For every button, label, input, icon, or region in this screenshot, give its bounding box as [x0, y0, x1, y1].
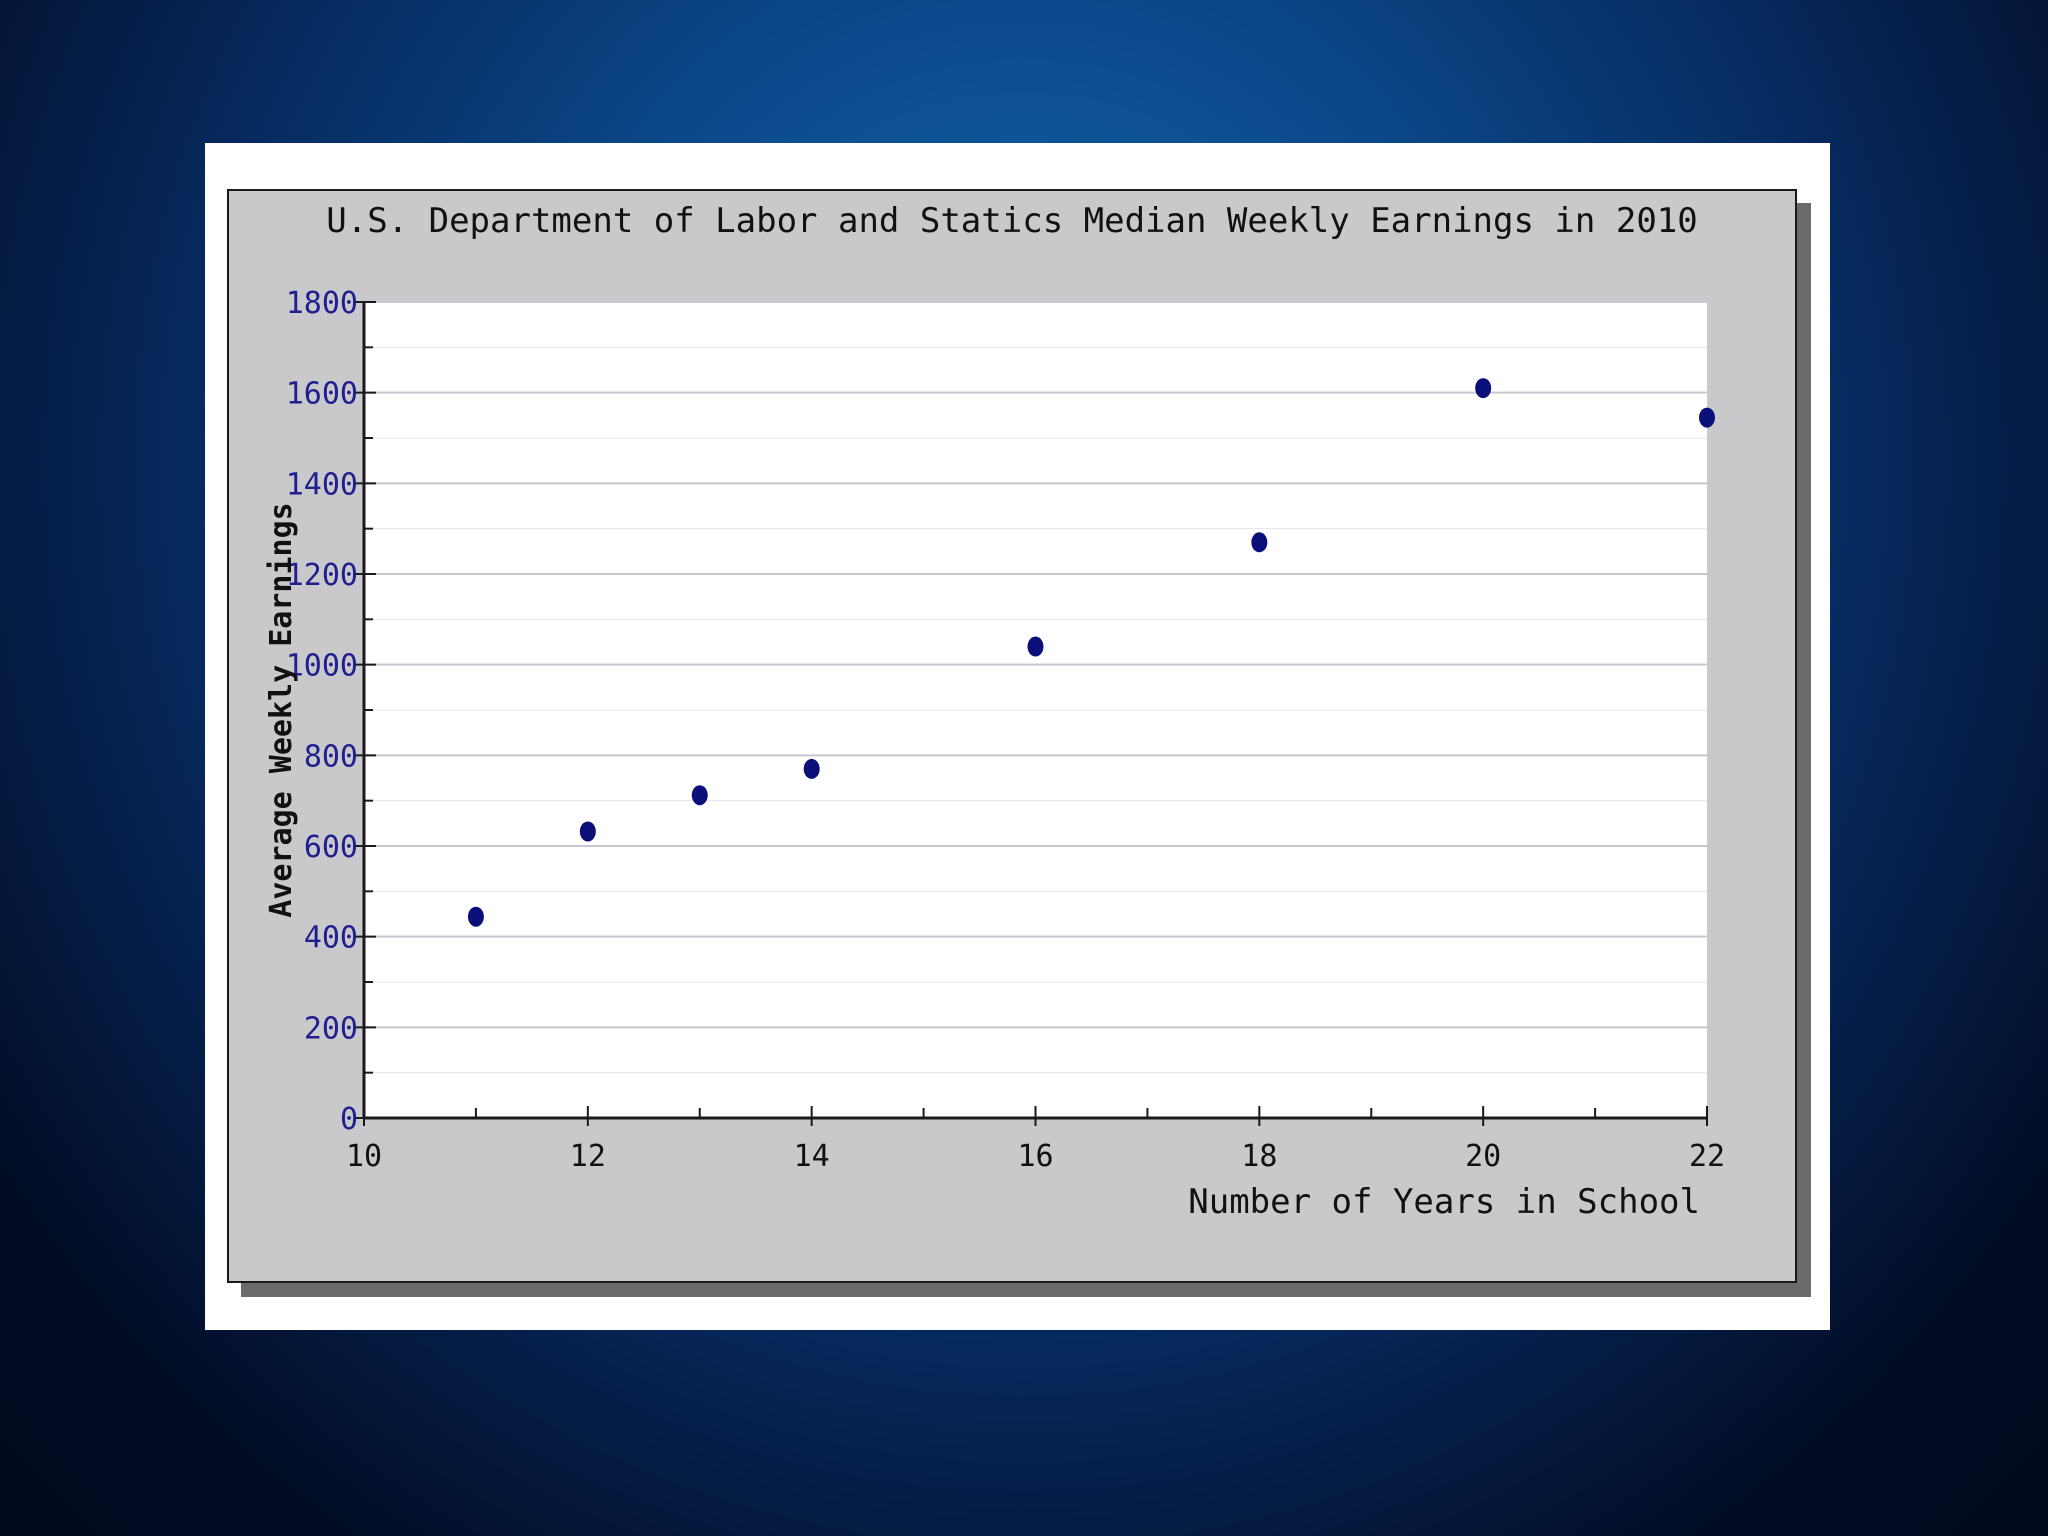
y-axis-ticks: 0 200 400 600 800 1000 1200 1400 1600 1800: [286, 286, 376, 1137]
x-tick-label: 16: [1017, 1139, 1053, 1174]
y-tick-label: 800: [304, 739, 358, 774]
y-tick-label: 1000: [286, 649, 358, 684]
data-point: [691, 785, 708, 806]
data-points: [467, 378, 1715, 927]
x-tick-label: 18: [1241, 1139, 1277, 1174]
scatter-chart: 0 200 400 600 800 1000 1200 1400 1600 1800 10 12 14…: [264, 201, 1725, 1222]
y-tick-label: 600: [304, 830, 358, 865]
y-tick-label: 1400: [286, 467, 358, 502]
data-point: [1699, 407, 1715, 428]
data-point: [1475, 378, 1492, 399]
data-point: [1251, 532, 1268, 553]
y-tick-label: 1800: [286, 286, 358, 321]
x-tick-label: 10: [346, 1139, 382, 1174]
y-tick-label: 400: [304, 921, 358, 956]
data-point: [467, 906, 484, 927]
x-axis-ticks: 10 12 14 16 18 20 22: [346, 1106, 1725, 1174]
y-tick-label: 0: [340, 1102, 358, 1137]
y-tick-label: 200: [304, 1011, 358, 1046]
y-axis-label: Average Weekly Earnings: [264, 502, 299, 917]
data-point: [579, 821, 596, 842]
y-tick-label: 1200: [286, 558, 358, 593]
x-axis-label: Number of Years in School: [1188, 1182, 1700, 1222]
x-tick-label: 12: [570, 1139, 606, 1174]
grid-lines: [364, 301, 1707, 1074]
chart-panel: 0 200 400 600 800 1000 1200 1400 1600 1800 10 12 14…: [227, 189, 1797, 1283]
chart-title: U.S. Department of Labor and Statics Med…: [326, 201, 1697, 241]
x-tick-label: 22: [1689, 1139, 1725, 1174]
x-tick-label: 14: [794, 1139, 830, 1174]
x-tick-label: 20: [1465, 1139, 1501, 1174]
data-point: [803, 758, 820, 779]
y-tick-label: 1600: [286, 377, 358, 412]
slide-frame: 0 200 400 600 800 1000 1200 1400 1600 1800 10 12 14…: [205, 143, 1830, 1330]
data-point: [1027, 636, 1044, 657]
